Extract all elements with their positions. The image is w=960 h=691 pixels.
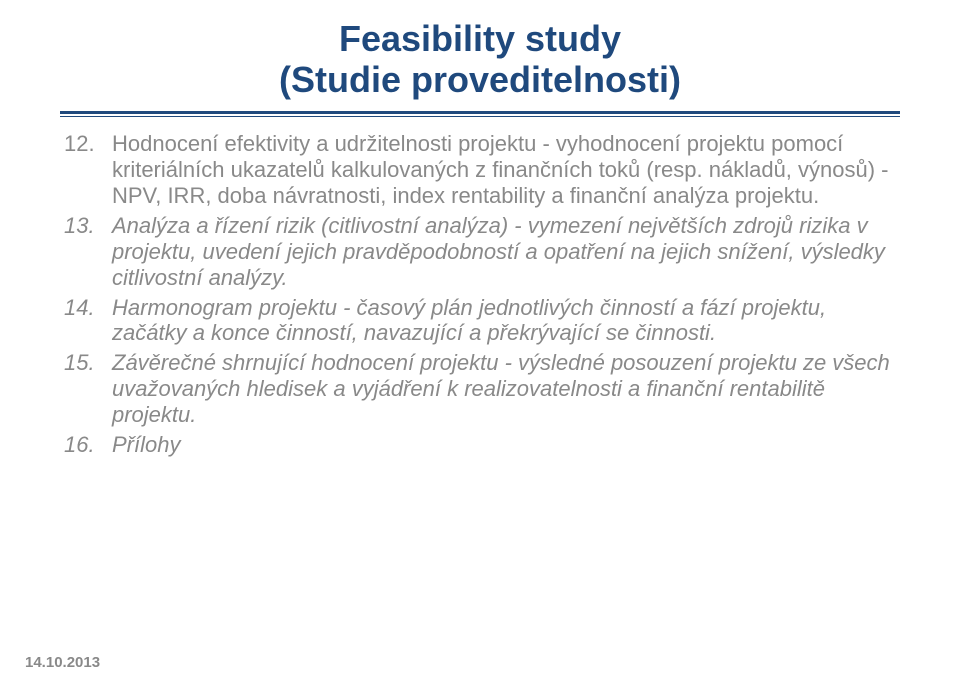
item-number: 16. <box>60 432 112 458</box>
list-item: 12. Hodnocení efektivity a udržitelnosti… <box>60 131 900 209</box>
slide-title: Feasibility study (Studie proveditelnost… <box>60 18 900 101</box>
item-number: 13. <box>60 213 112 291</box>
numbered-list: 12. Hodnocení efektivity a udržitelnosti… <box>60 131 900 458</box>
title-line-2: (Studie proveditelnosti) <box>100 59 860 100</box>
title-underline <box>60 111 900 117</box>
item-text: Harmonogram projektu - časový plán jedno… <box>112 295 900 347</box>
list-item: 14. Harmonogram projektu - časový plán j… <box>60 295 900 347</box>
footer-date: 14.10.2013 <box>25 654 100 671</box>
slide-body: 12. Hodnocení efektivity a udržitelnosti… <box>60 131 900 458</box>
item-text: Závěrečné shrnující hodnocení projektu -… <box>112 350 900 428</box>
slide: Feasibility study (Studie proveditelnost… <box>0 0 960 691</box>
item-number: 15. <box>60 350 112 428</box>
item-number: 14. <box>60 295 112 347</box>
list-item: 13. Analýza a řízení rizik (citlivostní … <box>60 213 900 291</box>
item-number: 12. <box>60 131 112 209</box>
title-line-1: Feasibility study <box>100 18 860 59</box>
item-text: Hodnocení efektivity a udržitelnosti pro… <box>112 131 900 209</box>
list-item: 16. Přílohy <box>60 432 900 458</box>
list-item: 15. Závěrečné shrnující hodnocení projek… <box>60 350 900 428</box>
item-text: Přílohy <box>112 432 900 458</box>
item-text: Analýza a řízení rizik (citlivostní anal… <box>112 213 900 291</box>
